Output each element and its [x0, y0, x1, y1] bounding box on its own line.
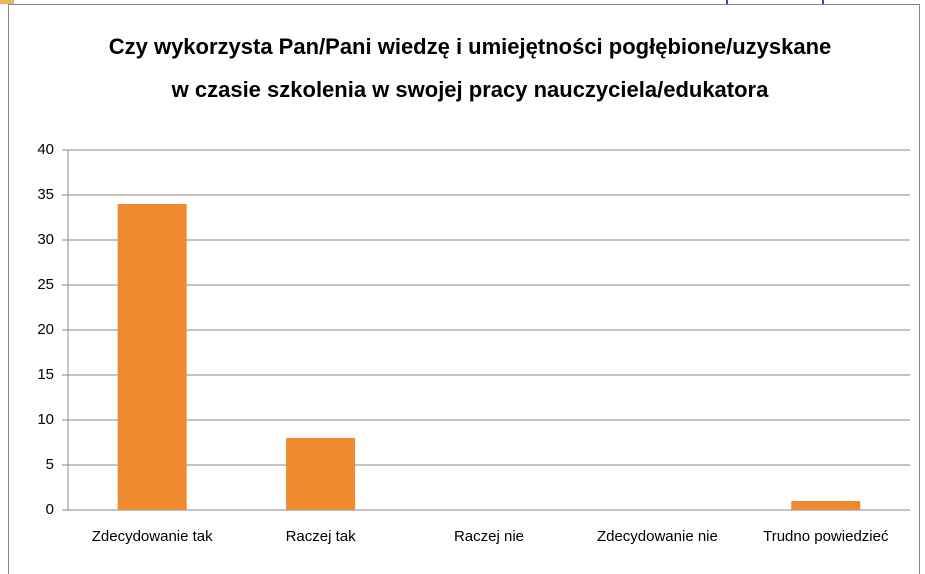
y-tick-label: 25 [37, 276, 54, 293]
y-tick-label: 20 [37, 321, 54, 338]
bar [117, 204, 187, 510]
y-tick-label: 10 [37, 411, 54, 428]
y-tick-label: 15 [37, 366, 54, 383]
x-tick-label: Raczej nie [454, 528, 524, 545]
x-tick-label: Raczej tak [286, 528, 357, 545]
y-tick-label: 5 [46, 456, 54, 473]
x-tick-label: Zdecydowanie nie [597, 528, 718, 545]
bar [791, 501, 861, 510]
chart-title: Czy wykorzysta Pan/Pani wiedzę i umiejęt… [109, 34, 832, 59]
x-tick-label: Trudno powiedzieć [763, 528, 889, 545]
logo-fragment [0, 0, 14, 4]
y-tick-label: 30 [37, 231, 54, 248]
y-tick-label: 40 [37, 141, 54, 158]
bar [286, 438, 356, 510]
chart-title: w czasie szkolenia w swojej pracy nauczy… [171, 77, 769, 102]
y-tick-label: 35 [37, 186, 54, 203]
y-tick-label: 0 [46, 501, 54, 518]
x-tick-label: Zdecydowanie tak [92, 528, 213, 545]
